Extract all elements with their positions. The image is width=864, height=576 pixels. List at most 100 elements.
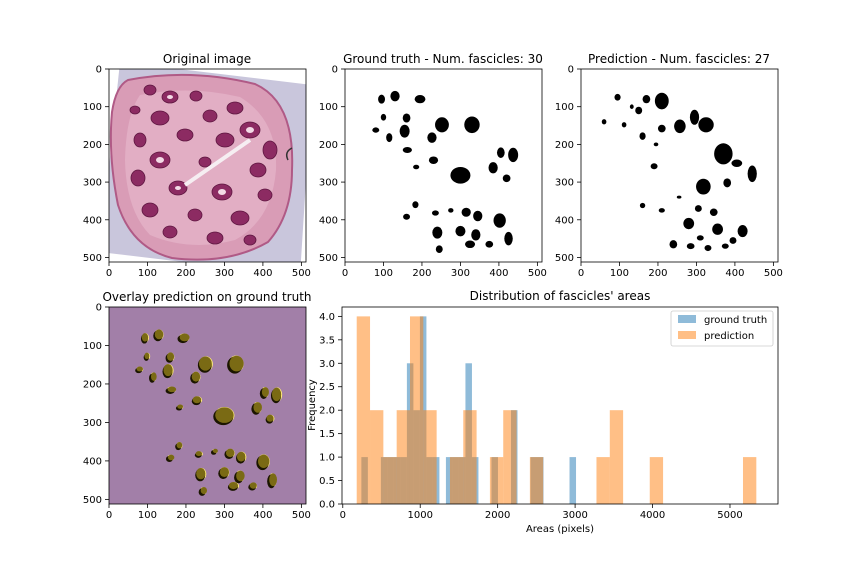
ground-truth-fascicle [493,213,506,228]
overlay-prediction-region [266,414,274,422]
histogram-bars [356,316,757,504]
hist-y-tick-label: 3.0 [319,359,335,370]
panel-histogram: Distribution of fascicles' areas 0 1000 20… [307,289,779,535]
y-tick-label-original: 300 [83,178,102,189]
overlay-prediction-region [200,486,208,495]
predicted-fascicle [657,124,666,133]
x-tick-label-prediction: 200 [648,268,667,279]
predicted-fascicle [698,117,714,133]
overlay-prediction-region [212,448,218,454]
y-tick-label-prediction: 400 [555,215,574,226]
ground-truth-fascicle [485,240,494,248]
ground-truth-fascicle [402,147,412,154]
axis-ticks-overlay: 0 100 200 300 400 500 0 100 200 300 400 500 [83,303,311,522]
bar-prediction [463,410,477,504]
x-tick-label-original: 200 [176,268,195,279]
bar-prediction [383,457,397,504]
ground-truth-mask [372,90,519,253]
predicted-fascicle [658,208,665,213]
panel-original-image: Original image [83,52,311,280]
bar-ground-truth [569,457,577,504]
x-tick-label-prediction: 100 [610,268,629,279]
hist-x-tick-label: 1000 [407,510,432,521]
predicted-fascicle [709,208,718,217]
ground-truth-fascicle [504,231,513,246]
predicted-fascicle [676,195,682,199]
panel-title-prediction: Prediction - Num. fascicles: 27 [588,52,770,66]
y-tick-label-original: 400 [83,215,102,226]
overlay-prediction-region [177,404,184,409]
predicted-fascicle [654,92,669,110]
ground-truth-fascicle [386,133,393,143]
ground-truth-fascicle [413,164,420,170]
prediction-mask [601,92,757,252]
y-tick-label-original: 100 [83,102,102,113]
predicted-fascicle [704,245,712,252]
predicted-fascicle [686,243,695,250]
ground-truth-fascicle [403,213,411,220]
panel-ground-truth: Ground truth - Num. fascicles: 30 0 100 20… [319,52,547,279]
overlay-prediction-region [195,451,203,457]
overlay-prediction-region [229,355,244,372]
ground-truth-fascicle [427,132,437,143]
legend: ground truth prediction [670,310,774,347]
hist-y-tick-label: 0.5 [319,476,335,487]
overlay-mask [135,329,283,496]
hist-y-tick-label: 3.5 [319,335,335,346]
x-tick-label-overlay: 100 [138,510,157,521]
legend-swatch-ground-truth [678,315,696,323]
overlay-prediction-region [236,451,246,462]
ground-truth-fascicle [450,167,471,184]
bar-prediction [409,316,424,504]
y-tick-label-overlay: 400 [83,456,102,467]
predicted-fascicle [731,159,743,168]
predicted-fascicle [650,163,658,170]
overlay-prediction-region [136,366,143,372]
y-tick-label-ground-truth: 300 [319,178,338,189]
x-tick-label-original: 400 [253,268,272,279]
y-tick-label-original: 200 [83,140,102,151]
overlay-prediction-region [236,470,245,482]
y-tick-label-overlay: 200 [83,379,102,390]
hist-y-tick-label: 2.0 [319,406,335,417]
overlay-prediction-region [228,481,239,490]
y-axis-label: Frequency [307,379,318,431]
bar-prediction [649,457,664,504]
ground-truth-fascicle [464,116,480,134]
predicted-fascicle [629,104,634,109]
panel-title-original: Original image [163,52,251,66]
ground-truth-fascicle [414,95,426,104]
legend-label-prediction: prediction [704,331,754,342]
overlay-prediction-region [249,482,257,489]
overlay-prediction-region [163,364,173,377]
y-tick-label-prediction: 200 [555,140,574,151]
ground-truth-fascicle [473,210,483,222]
overlay-prediction-region [215,407,234,423]
overlay-prediction-region [154,329,164,340]
overlay-prediction-region [176,441,183,449]
axis-ticks-original: 0 100 200 300 400 500 0 100 200 300 400 500 [83,65,311,280]
y-tick-label-ground-truth: 500 [319,253,338,264]
x-axis-label: Areas (pixels) [526,524,594,535]
panel-overlay: Overlay prediction on ground truth 0 100 2… [83,290,312,521]
ground-truth-fascicle [402,113,411,123]
y-tick-label-overlay: 500 [83,495,102,506]
bar-prediction [449,457,464,504]
predicted-fascicle [642,95,651,104]
overlay-prediction-region [258,454,270,469]
hist-x-tick-label: 2000 [485,510,510,521]
y-tick-label-prediction: 100 [555,102,574,113]
x-tick-label-ground-truth: 100 [374,268,393,279]
ground-truth-fascicle [488,162,498,174]
overlay-prediction-region [167,352,175,361]
y-tick-label-ground-truth: 0 [332,65,338,76]
x-tick-label-overlay: 400 [253,510,272,521]
ground-truth-fascicle [380,113,387,121]
overlay-prediction-region [141,333,149,342]
x-tick-label-prediction: 0 [578,268,584,279]
predicted-fascicle [714,143,733,165]
hist-y-tick-label: 2.5 [319,382,335,393]
overlay-prediction-region [167,386,177,393]
x-tick-label-prediction: 500 [764,268,783,279]
